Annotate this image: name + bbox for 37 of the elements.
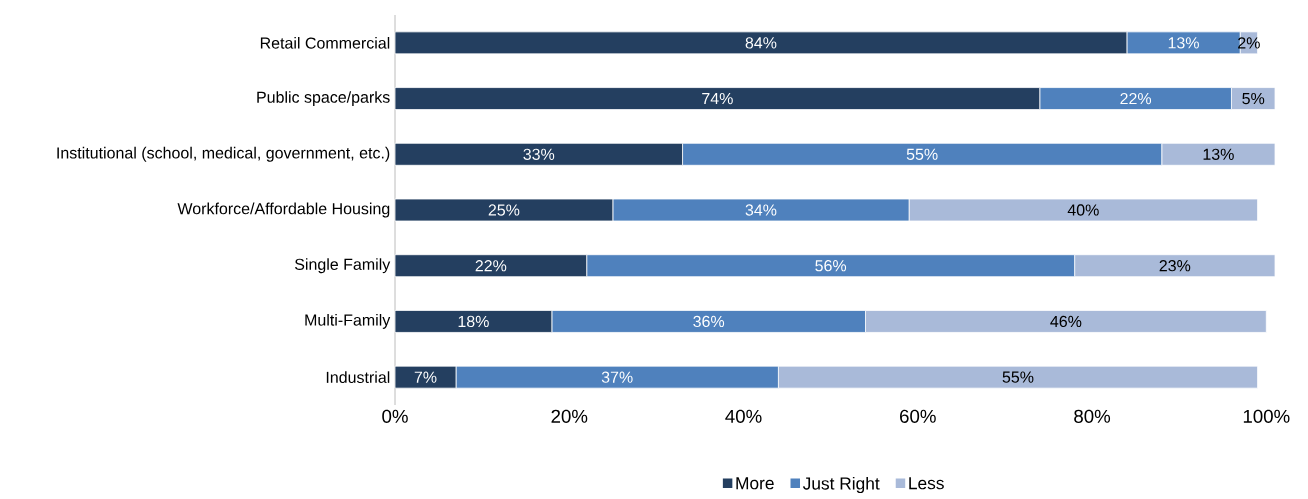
data-label: 56% [815, 260, 847, 272]
legend-label: Just Right [802, 476, 880, 494]
y-tick-label: Retail Commercial [260, 37, 390, 49]
data-label: 13% [1168, 37, 1199, 49]
y-tick-label: Industrial [326, 371, 390, 384]
data-label: 74% [702, 92, 733, 105]
x-tick-label: 80% [1074, 409, 1111, 423]
y-tick-label: Public space/parks [257, 91, 390, 107]
y-tick-label: Single Family [294, 258, 391, 274]
y-tick-label: Multi-Family [305, 313, 391, 329]
data-label: 40% [1067, 204, 1099, 216]
data-label: 5% [1242, 92, 1265, 105]
data-label: 46% [1050, 315, 1082, 328]
x-tick-label: 100% [1243, 409, 1290, 423]
data-label: 36% [693, 315, 725, 328]
x-tick-label: 40% [725, 409, 762, 423]
x-tick-label: 0% [382, 409, 408, 423]
x-tick-label: 60% [900, 409, 936, 423]
data-label: 18% [458, 315, 489, 328]
data-label: 25% [488, 204, 520, 216]
x-tick-label: 20% [551, 409, 588, 423]
legend-label: Less [909, 477, 944, 490]
data-label: 55% [1002, 371, 1034, 383]
y-tick-label: Institutional (school, medical, government, etc.) [57, 146, 390, 162]
legend-label: More [736, 477, 774, 490]
data-label: 23% [1159, 260, 1191, 272]
data-label: 34% [745, 204, 777, 216]
data-label: 55% [906, 148, 938, 160]
data-label: 33% [523, 148, 555, 160]
y-tick-label: Workforce/Affordable Housing [177, 202, 390, 218]
data-label: 37% [601, 371, 633, 383]
data-label: 2% [1238, 37, 1260, 49]
data-label: 7% [414, 371, 437, 383]
data-label: 22% [475, 260, 507, 272]
data-label: 84% [745, 37, 777, 49]
data-label: 22% [1120, 92, 1152, 105]
data-label: 13% [1203, 148, 1234, 160]
